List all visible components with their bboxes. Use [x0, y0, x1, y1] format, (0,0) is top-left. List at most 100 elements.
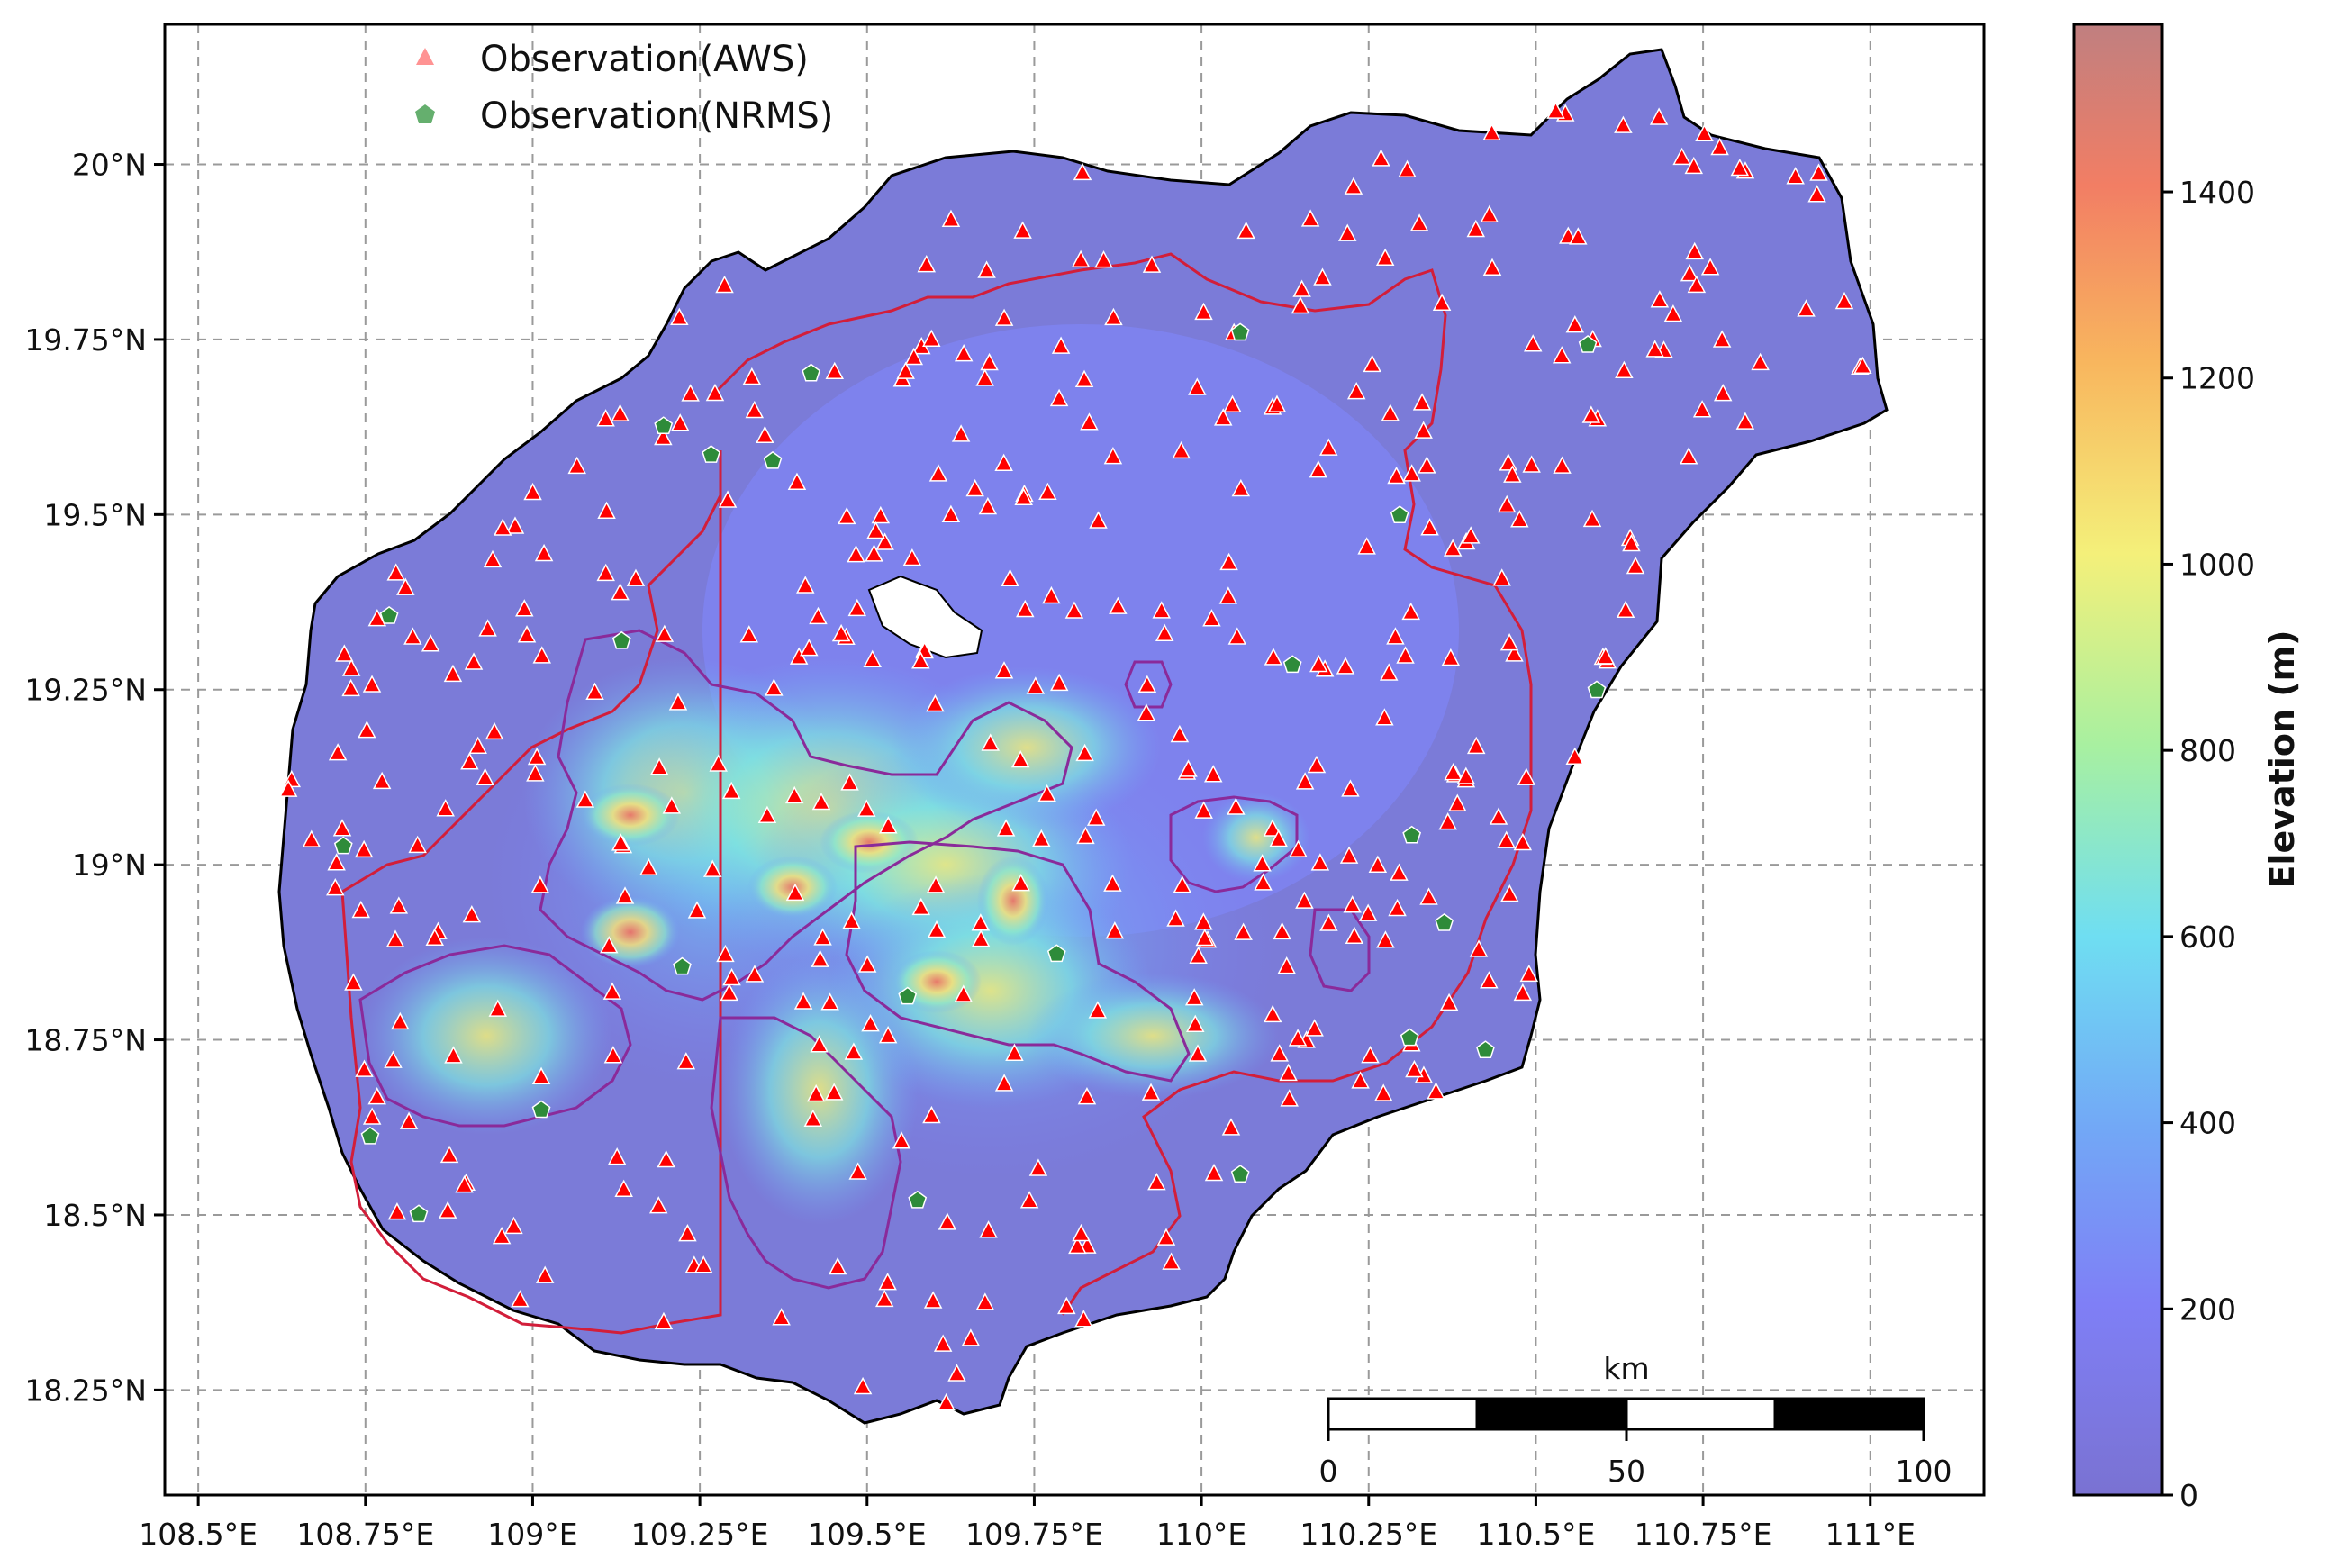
aws-station-marker [1684, 156, 1704, 175]
aws-station-marker [1104, 307, 1123, 326]
aws-station-marker [1254, 873, 1273, 891]
aws-station-marker [1751, 352, 1770, 371]
scale-label-50: 50 [1608, 1454, 1645, 1489]
aws-station-marker [1581, 405, 1601, 423]
colorbar-gradient [2072, 23, 2164, 1497]
nrms-station-marker [611, 630, 631, 649]
aws-station-marker [875, 532, 894, 550]
nrms-station-marker [1435, 912, 1454, 931]
aws-station-marker [614, 1179, 633, 1197]
aws-station-marker [866, 521, 885, 539]
aws-station-marker [1231, 478, 1251, 497]
nrms-station-marker [1402, 825, 1422, 844]
aws-station-marker [828, 1256, 847, 1275]
boundaries [340, 252, 1533, 1335]
aws-station-marker [1011, 873, 1030, 892]
aws-station-marker [532, 646, 552, 664]
aws-station-marker [611, 583, 630, 601]
aws-station-marker [1546, 101, 1565, 119]
aws-station-marker [1227, 797, 1246, 815]
aws-station-marker [926, 875, 946, 893]
colorbar-tick-label: 800 [2179, 733, 2236, 768]
aws-station-marker [1305, 1019, 1324, 1037]
aws-station-marker [1405, 1059, 1424, 1078]
aws-station-marker [1622, 533, 1641, 552]
aws-station-marker [575, 790, 595, 808]
aws-station-marker [1014, 487, 1033, 505]
aws-station-marker [978, 496, 998, 515]
nrms-station-marker [1282, 655, 1302, 674]
aws-station-marker [1227, 627, 1247, 645]
aws-station-marker [485, 721, 504, 740]
aws-station-marker [1103, 874, 1122, 892]
aws-station-marker [483, 549, 503, 568]
aws-station-marker [716, 944, 735, 963]
aws-station-marker [878, 1272, 897, 1291]
aws-station-marker [1068, 1236, 1087, 1255]
aws-station-marker [994, 453, 1013, 471]
aws-station-marker [722, 967, 741, 986]
aws-station-marker [391, 1011, 410, 1030]
aws-station-marker [1650, 290, 1670, 308]
aws-station-marker [1038, 482, 1057, 501]
aws-station-marker [837, 506, 856, 525]
pentagon-icon [415, 104, 435, 123]
aws-station-marker [1194, 801, 1213, 819]
aws-station-marker [1553, 456, 1572, 474]
aws-station-marker [954, 344, 974, 362]
aws-station-marker [1685, 241, 1704, 260]
aws-station-marker [358, 721, 376, 739]
aws-station-marker [1204, 1163, 1224, 1182]
aws-station-marker [1105, 920, 1125, 939]
aws-station-marker [693, 1255, 713, 1273]
aws-station-marker [709, 754, 728, 772]
aws-station-marker [504, 1216, 523, 1235]
aws-station-marker [994, 661, 1014, 679]
aws-station-marker [355, 1059, 374, 1077]
aws-station-marker [639, 857, 658, 876]
aws-station-marker [1505, 644, 1524, 662]
aws-station-marker [585, 682, 604, 701]
aws-station-marker [328, 743, 348, 761]
aws-station-marker [1492, 568, 1511, 586]
aws-station-marker [385, 929, 405, 947]
aws-station-marker [460, 752, 479, 770]
x-tick-label: 109.25°E [631, 1517, 769, 1552]
aws-station-marker [302, 829, 322, 847]
aws-station-marker [1336, 657, 1355, 675]
aws-station-marker [1500, 884, 1519, 902]
colorbar-ticks: 0 200 400 600 800 1000 1200 1400 [2162, 175, 2255, 1513]
aws-station-marker [384, 1050, 403, 1068]
aws-station-marker [1615, 360, 1634, 378]
aws-station-marker [1319, 913, 1338, 931]
aws-station-marker [1137, 675, 1157, 693]
aws-station-marker [443, 664, 463, 683]
aws-station-marker [745, 400, 765, 419]
purple-boundary-ne [1169, 795, 1299, 893]
aws-station-marker [476, 767, 494, 785]
aws-station-marker [1292, 279, 1311, 297]
aws-station-marker [951, 424, 971, 442]
aws-station-marker [1074, 369, 1094, 387]
aws-station-marker [1596, 647, 1615, 665]
nrms-station-marker [1230, 1165, 1250, 1183]
aws-station-marker [1510, 510, 1529, 528]
aws-station-marker [796, 576, 815, 594]
aws-station-marker [367, 609, 387, 627]
aws-station-marker [979, 1220, 998, 1238]
aws-station-marker [362, 1107, 382, 1125]
aws-station-marker [1523, 334, 1543, 352]
x-tick-label: 109.75°E [965, 1517, 1103, 1552]
aws-station-marker [1438, 812, 1457, 830]
aws-station-marker [439, 1145, 459, 1164]
aws-station-marker [1402, 464, 1421, 482]
aws-station-marker [765, 678, 784, 696]
aws-station-marker [367, 1087, 386, 1105]
aws-station-marker [842, 911, 861, 929]
aws-station-marker [354, 839, 374, 858]
aws-station-marker [772, 1308, 791, 1326]
aws-station-marker [994, 308, 1014, 326]
aws-station-marker [468, 736, 487, 754]
hainan-island [277, 48, 1889, 1425]
aws-station-marker [785, 883, 805, 902]
